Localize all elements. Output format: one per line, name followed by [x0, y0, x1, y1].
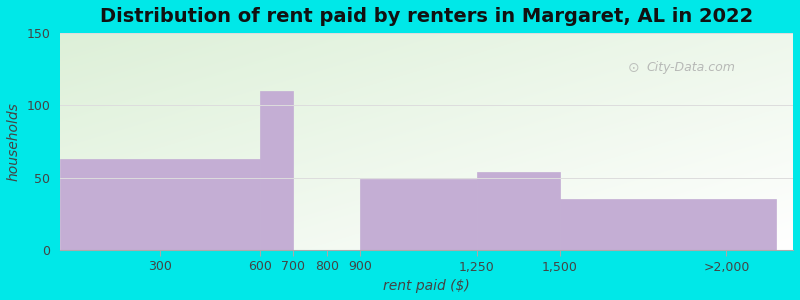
- Text: ⊙: ⊙: [628, 61, 640, 75]
- Y-axis label: households: households: [7, 102, 21, 181]
- Bar: [260, 91, 294, 250]
- Bar: [477, 172, 560, 250]
- Title: Distribution of rent paid by renters in Margaret, AL in 2022: Distribution of rent paid by renters in …: [100, 7, 754, 26]
- Bar: [60, 159, 260, 250]
- Text: City-Data.com: City-Data.com: [646, 61, 735, 74]
- Bar: [360, 179, 477, 250]
- X-axis label: rent paid ($): rent paid ($): [383, 279, 470, 293]
- Bar: [560, 200, 776, 250]
